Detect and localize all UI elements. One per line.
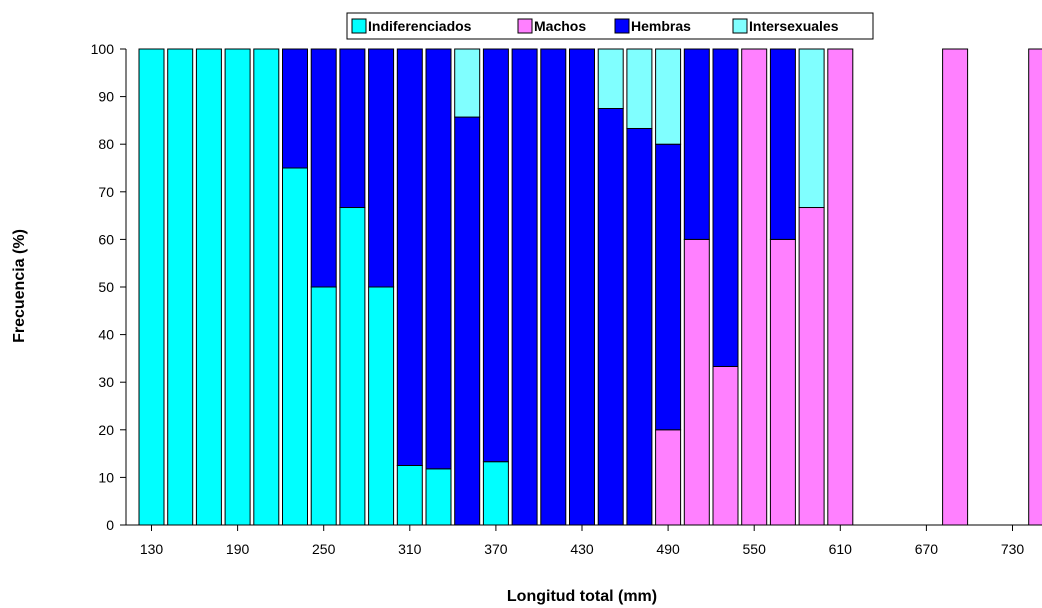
bar-segment xyxy=(310,286,337,526)
bar-segment xyxy=(482,461,509,526)
legend-box xyxy=(346,12,874,40)
bar-segment xyxy=(626,127,653,526)
bar-segment xyxy=(368,48,395,288)
bar-segment xyxy=(597,48,624,109)
bars-group xyxy=(138,48,1042,526)
bar-segment xyxy=(683,238,710,526)
y-tick-label: 90 xyxy=(98,89,114,105)
y-tick-label: 80 xyxy=(98,136,114,152)
bar-segment xyxy=(540,48,567,526)
legend-swatch xyxy=(732,18,748,34)
bar-segment xyxy=(683,48,710,240)
bar-segment xyxy=(655,429,682,526)
bar-segment xyxy=(339,48,366,209)
bar-segment xyxy=(511,48,538,526)
bar-segment xyxy=(282,48,308,169)
bar-segment xyxy=(626,48,653,129)
bar-segment xyxy=(569,48,595,526)
x-tick-label: 370 xyxy=(484,541,508,557)
bar-segment xyxy=(454,48,481,118)
x-tick-label: 430 xyxy=(570,541,594,557)
bar-segment xyxy=(798,207,825,526)
bar-segment xyxy=(195,48,222,526)
bar-segment xyxy=(1028,48,1042,526)
x-tick-label: 190 xyxy=(226,541,250,557)
x-tick-label: 250 xyxy=(312,541,336,557)
legend-label: Hembras xyxy=(631,18,691,34)
bar-segment xyxy=(712,48,739,367)
bar-segment xyxy=(655,48,682,145)
y-tick-label: 10 xyxy=(98,469,114,485)
legend: Indiferenciados Machos Hembras Intersexuale… xyxy=(346,12,874,40)
bar-segment xyxy=(655,143,682,431)
bar-segment xyxy=(310,48,337,288)
axes-group: 0 10 20 30 40 50 60 70 80 90 100 130 190 250 310 370 430… xyxy=(91,41,1042,557)
x-tick-label: 610 xyxy=(829,541,853,557)
bar-segment xyxy=(712,365,739,526)
bar-segment xyxy=(339,207,366,526)
bar-segment xyxy=(224,48,251,526)
bar-segment xyxy=(827,48,854,526)
y-tick-label: 60 xyxy=(98,231,114,247)
x-tick-label: 490 xyxy=(656,541,680,557)
bar-segment xyxy=(425,48,452,470)
x-tick-label: 730 xyxy=(1001,541,1025,557)
bar-segment xyxy=(138,48,165,526)
y-tick-label: 30 xyxy=(98,374,114,390)
legend-label: Intersexuales xyxy=(749,18,839,34)
bar-segment xyxy=(769,238,796,526)
y-tick-label: 20 xyxy=(98,422,114,438)
y-tick-label: 100 xyxy=(91,41,115,57)
y-axis-title: Frecuencia (%) xyxy=(11,229,28,343)
bar-segment xyxy=(167,48,194,526)
bar-segment xyxy=(425,468,452,526)
y-tick-label: 40 xyxy=(98,327,114,343)
bar-segment xyxy=(396,48,423,466)
x-tick-label: 130 xyxy=(140,541,164,557)
legend-label: Indiferenciados xyxy=(368,18,472,34)
x-tick-label: 670 xyxy=(915,541,939,557)
y-tick-label: 70 xyxy=(98,184,114,200)
legend-swatch xyxy=(351,18,367,34)
bar-segment xyxy=(482,48,509,463)
bar-segment xyxy=(741,48,768,526)
legend-swatch xyxy=(614,18,630,34)
bar-segment xyxy=(368,286,395,526)
bar-segment xyxy=(942,48,969,526)
bar-segment xyxy=(769,48,796,240)
y-tick-label: 0 xyxy=(106,517,114,533)
x-tick-label: 310 xyxy=(398,541,422,557)
bar-segment xyxy=(597,108,624,526)
legend-swatch xyxy=(517,18,533,34)
bar-segment xyxy=(253,48,280,526)
bar-segment xyxy=(454,116,481,526)
x-tick-label: 550 xyxy=(743,541,767,557)
x-axis-title: Longitud total (mm) xyxy=(507,588,657,605)
y-tick-label: 50 xyxy=(98,279,114,295)
legend-label: Machos xyxy=(534,18,586,34)
bar-segment xyxy=(396,465,423,526)
bar-segment xyxy=(282,167,308,526)
bar-segment xyxy=(798,48,825,209)
